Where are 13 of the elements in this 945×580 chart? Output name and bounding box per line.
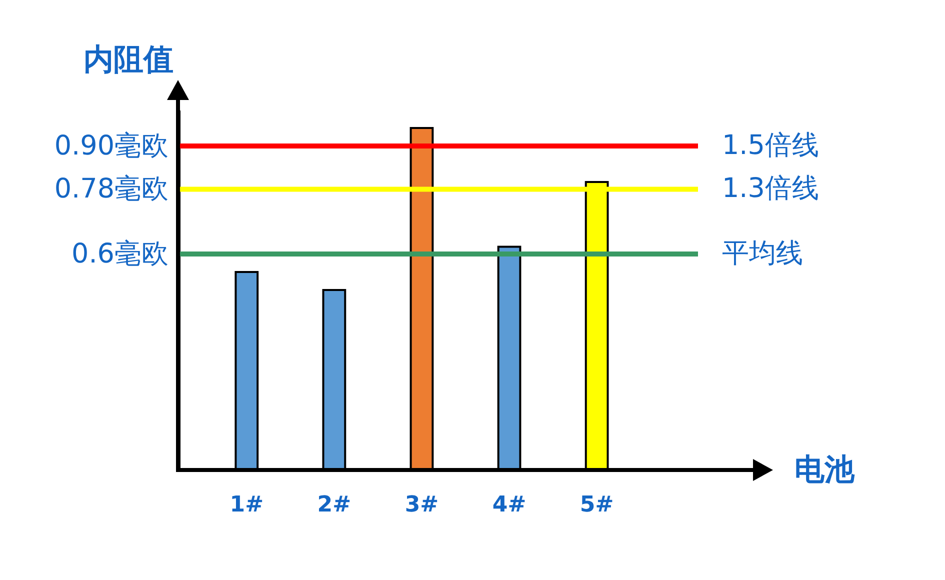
- x-tick-label: 4#: [492, 492, 526, 518]
- x-tick-label: 3#: [404, 492, 439, 518]
- y-axis-title: 内阻值: [84, 42, 174, 78]
- y-tick-label: 0.78毫欧: [54, 174, 168, 205]
- x-tick-label: 5#: [580, 492, 614, 518]
- ref-line-label: 平均线: [722, 238, 803, 269]
- x-axis-title: 电池: [794, 452, 856, 488]
- y-tick-label: 0.6毫欧: [72, 238, 168, 270]
- x-tick-label: 2#: [317, 492, 352, 518]
- x-tick-label: 1#: [230, 492, 264, 518]
- ref-line-label: 1.5倍线: [722, 130, 819, 161]
- y-tick-label: 0.90毫欧: [54, 130, 168, 162]
- ref-line-label: 1.3倍线: [722, 173, 819, 204]
